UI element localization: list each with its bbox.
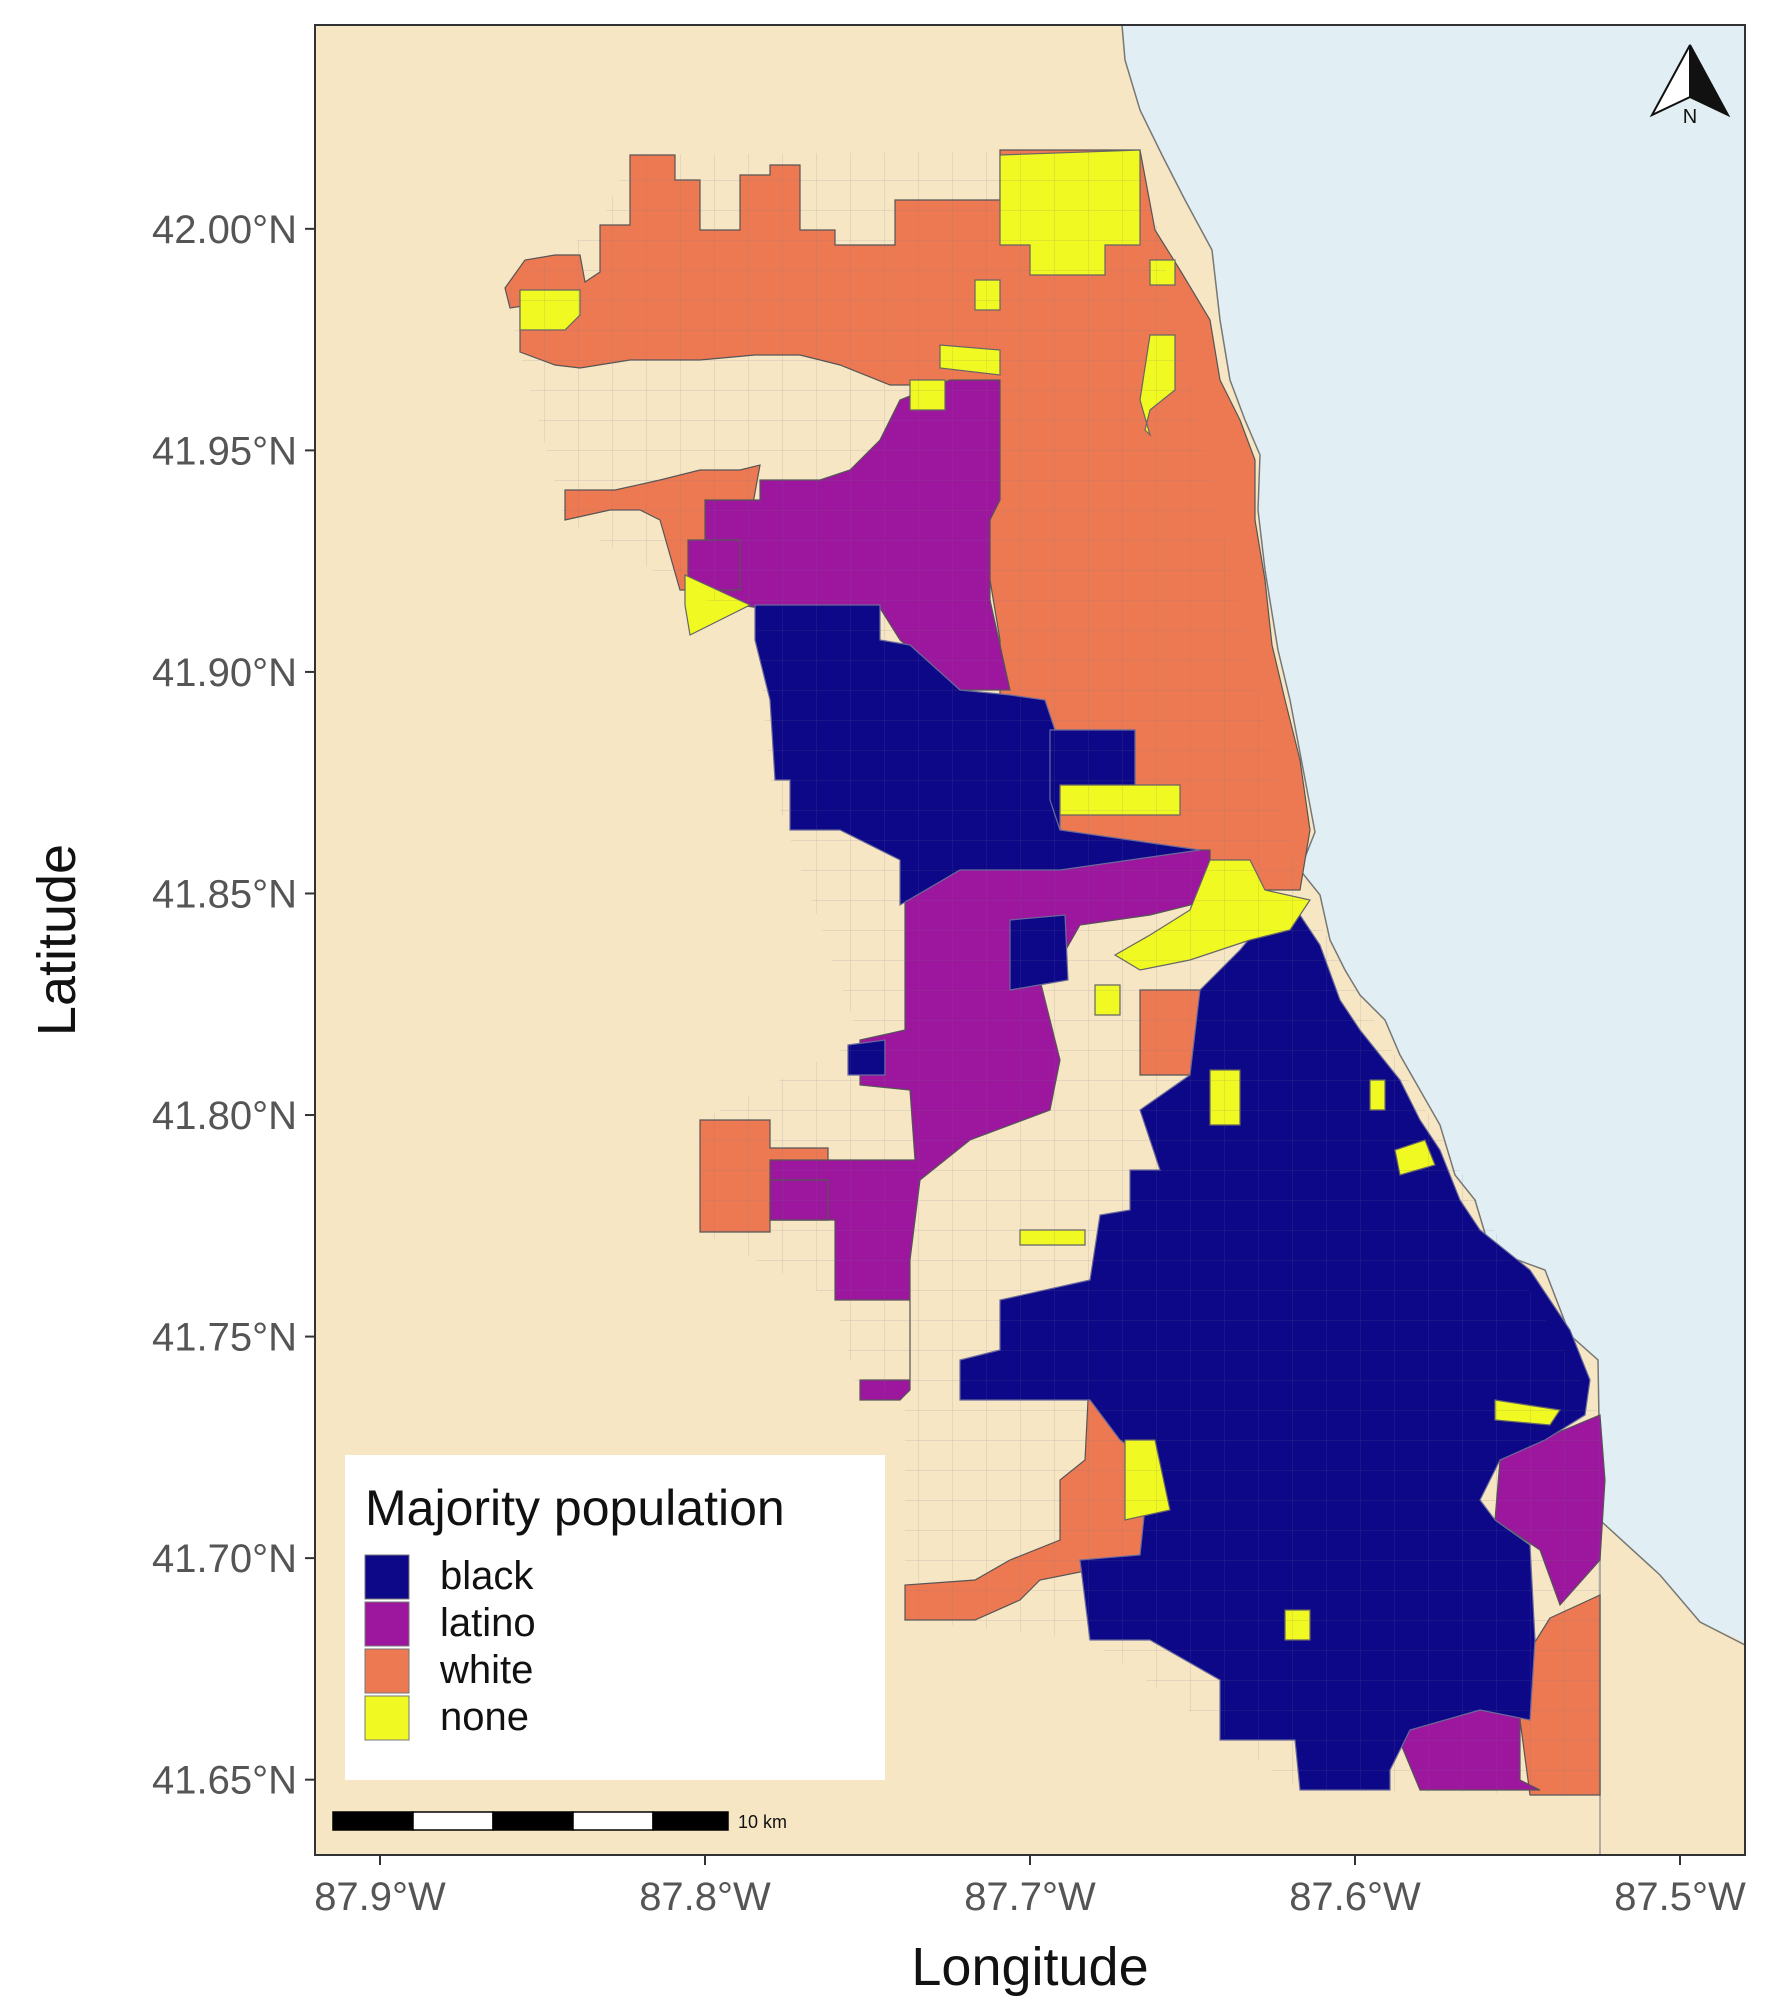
scale-bar-label: 10 km <box>738 1812 787 1832</box>
tract-grid-overlay <box>505 150 1600 1795</box>
y-tick-label: 41.65°N <box>152 1759 297 1803</box>
y-axis: 42.00°N 41.95°N 41.90°N 41.85°N 41.80°N 41.75… <box>152 208 315 1803</box>
legend-swatch-black <box>364 1554 410 1600</box>
legend-box <box>345 1455 885 1780</box>
legend-title: Majority population <box>365 1480 785 1536</box>
lake-michigan-water <box>1122 25 1745 1645</box>
legend-label-black: black <box>440 1554 534 1598</box>
x-axis: 87.9°W 87.8°W 87.7°W 87.6°W 87.5°W <box>314 1855 1746 1919</box>
legend-label-latino: latino <box>440 1601 536 1645</box>
legend-label-white: white <box>439 1648 533 1692</box>
legend-swatch-none <box>364 1695 410 1741</box>
north-arrow: N <box>1649 44 1731 128</box>
x-tick-label: 87.8°W <box>639 1875 771 1919</box>
x-tick-label: 87.9°W <box>314 1875 446 1919</box>
x-tick-label: 87.7°W <box>964 1875 1096 1919</box>
y-tick-label: 41.75°N <box>152 1316 297 1360</box>
shoreline <box>1121 25 1745 1646</box>
legend-swatch-latino <box>364 1601 410 1647</box>
legend-label-none: none <box>440 1695 529 1739</box>
legend-swatch-white <box>364 1648 410 1694</box>
x-tick-label: 87.5°W <box>1614 1875 1746 1919</box>
x-axis-title: Longitude <box>911 1937 1148 1997</box>
y-axis-title: Latitude <box>27 844 87 1036</box>
x-tick-label: 87.6°W <box>1289 1875 1421 1919</box>
y-tick-label: 41.95°N <box>152 429 297 473</box>
y-tick-label: 41.70°N <box>152 1537 297 1581</box>
north-arrow-label: N <box>1683 106 1697 128</box>
scale-bar: 10 km <box>332 1811 787 1832</box>
y-tick-label: 42.00°N <box>152 208 297 252</box>
y-tick-label: 41.80°N <box>152 1094 297 1138</box>
y-tick-label: 41.90°N <box>152 651 297 695</box>
y-tick-label: 41.85°N <box>152 872 297 916</box>
